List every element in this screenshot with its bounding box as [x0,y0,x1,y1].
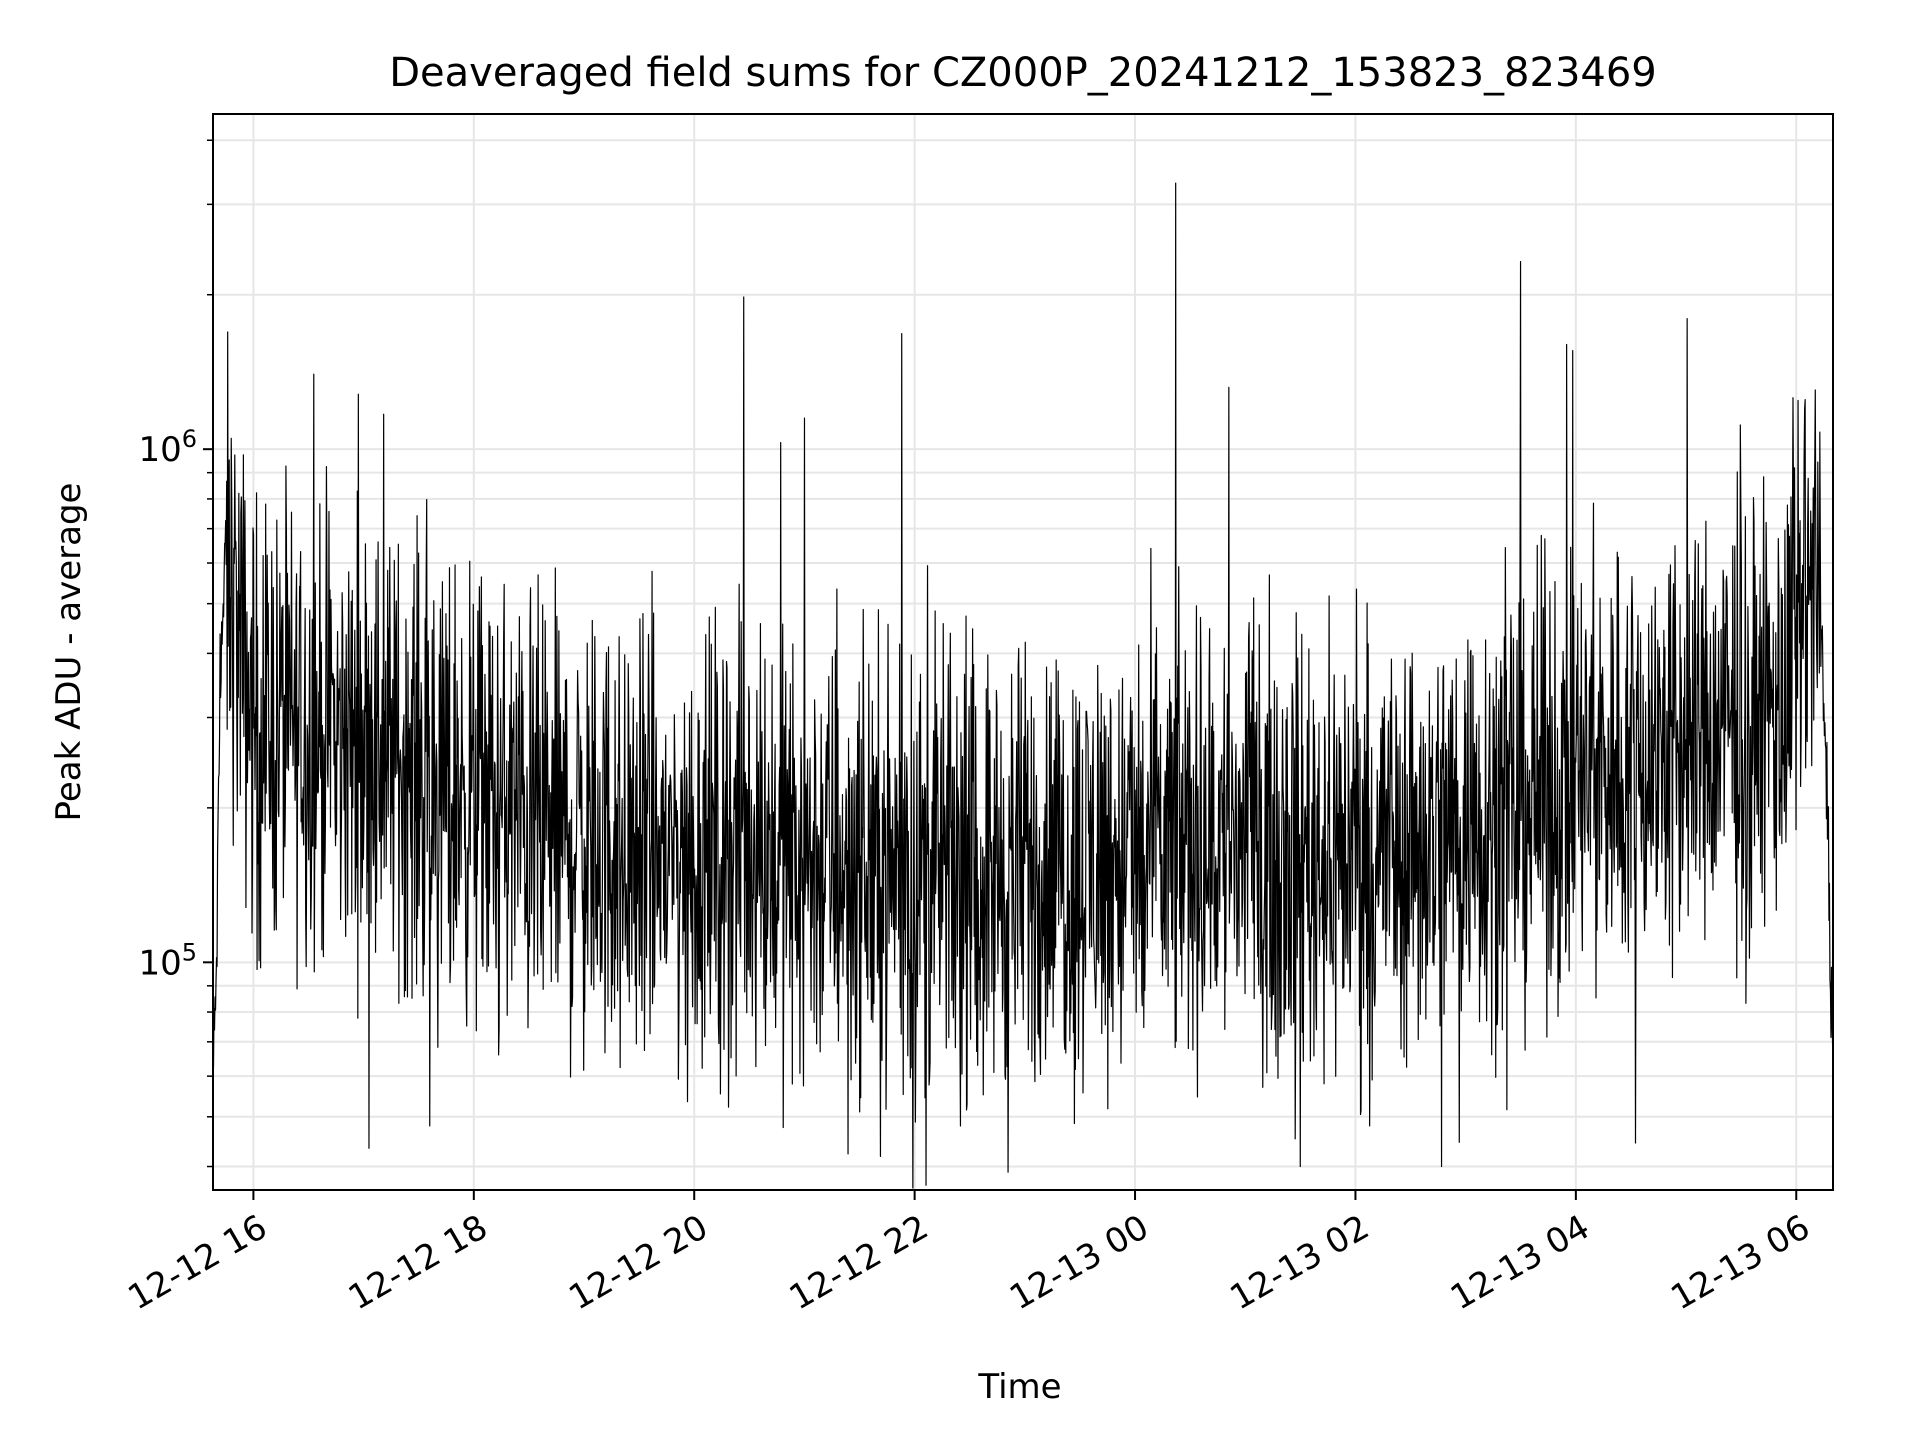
y-tick-label: 106 [138,425,197,470]
y-axis-label: Peak ADU - average [49,483,89,822]
series-trace [212,182,1834,1189]
y-tick-label: 105 [138,938,197,983]
series-line [212,182,1834,1189]
plot-frame [212,113,1834,1191]
chart-title: Deaveraged field sums for CZ000P_2024121… [389,50,1657,96]
x-axis-label: Time [977,1367,1061,1407]
